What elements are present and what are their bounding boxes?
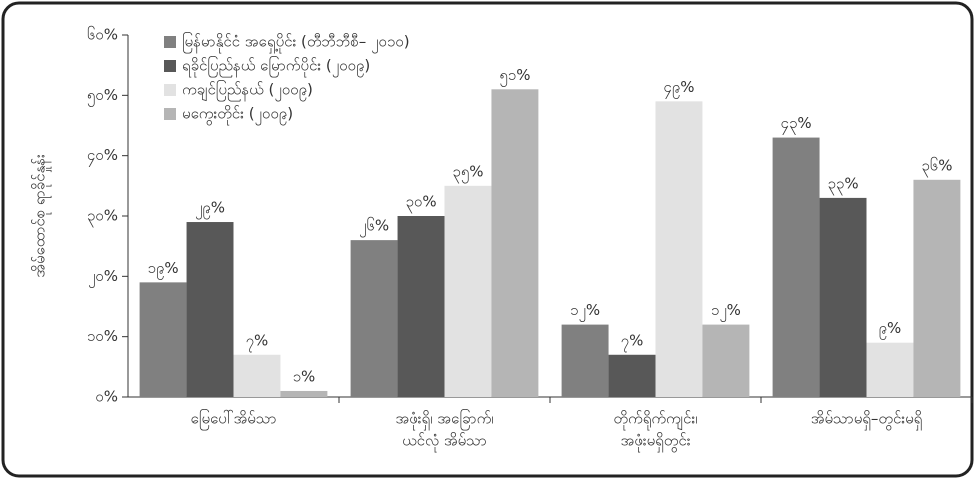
bar <box>772 137 820 398</box>
value-label: ၄၉% <box>663 78 694 99</box>
bar <box>233 354 281 397</box>
legend-swatch <box>164 84 176 96</box>
bar <box>655 101 703 397</box>
legend-swatch <box>164 108 176 120</box>
value-label: ၁% <box>293 367 316 385</box>
value-label: ၃၅% <box>452 162 483 183</box>
value-label: ၅၁% <box>499 66 530 87</box>
x-tick-label: ယင်လုံ အိမ်သာ <box>402 432 487 453</box>
value-label: ၁၂% <box>570 301 600 322</box>
bar <box>350 240 398 397</box>
bar <box>444 185 492 397</box>
value-label: ၇% <box>246 331 269 352</box>
x-tick-label: တိုက်ရိုက်ကျင်း၊ <box>613 410 697 431</box>
value-label: ၁၂% <box>711 301 741 322</box>
legend-label: မြန်မာနိုင်ငံ အရှေ့ပိုင်း (တီဘီဘီစီ– ၂၀၁… <box>182 32 410 54</box>
value-label: ၁၉% <box>148 259 179 280</box>
value-label: ၃၃% <box>827 174 858 195</box>
y-tick-label: ၄၀% <box>87 146 118 167</box>
y-tick-label: ၅၀% <box>87 86 118 107</box>
value-label: ၇% <box>621 331 644 352</box>
y-tick-label: ၆၀% <box>87 26 118 44</box>
legend-label: မကွေးတိုင်း (၂၀၀၉) <box>182 105 293 126</box>
value-label: ၃၀% <box>405 193 436 214</box>
legend-label: ရခိုင်ပြည်နယ် မြောက်ပိုင်း (၂၀၀၉) <box>182 56 370 78</box>
x-tick-label: မြေပေါ်အိမ်သာ <box>190 409 276 431</box>
bar <box>491 89 539 398</box>
bar <box>186 222 234 397</box>
bar <box>702 324 750 397</box>
x-tick-label: အိမ်သာမရှိ–တွင်းမရှိ <box>811 410 923 431</box>
bar <box>608 354 656 397</box>
bar <box>819 197 867 397</box>
value-label: ၄၃% <box>781 114 812 135</box>
bar <box>866 342 914 397</box>
y-axis-label: အိမ်ထောင်စု ရာခိုင်နှုန်း <box>31 154 52 278</box>
y-tick-label: ၂၀% <box>88 267 118 288</box>
y-tick-label: ၃၀% <box>87 207 118 228</box>
value-label: ၂၉% <box>195 199 225 220</box>
bar <box>139 282 187 397</box>
bar <box>397 216 445 397</box>
value-label: ၂၆% <box>359 217 389 238</box>
x-tick-label: အဖုံးမရှိတွင်း <box>620 432 690 453</box>
value-label: ၉% <box>879 319 902 340</box>
legend-label: ကချင်ပြည်နယ် (၂၀၀၉) <box>182 80 313 102</box>
bar <box>913 179 961 397</box>
bar <box>280 390 328 397</box>
y-tick-label: ၀% <box>95 388 118 406</box>
y-tick-label: ၁၀% <box>87 327 118 345</box>
value-label: ၃၆% <box>921 156 952 177</box>
legend-swatch <box>164 60 176 72</box>
bar <box>561 324 609 397</box>
legend-swatch <box>164 36 176 48</box>
x-tick-label: အဖုံးရှိ၊ အခြောက်၊ <box>395 409 493 431</box>
